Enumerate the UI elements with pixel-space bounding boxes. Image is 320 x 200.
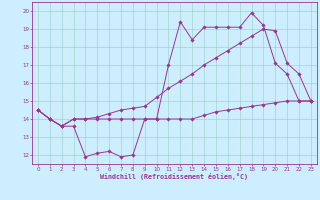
X-axis label: Windchill (Refroidissement éolien,°C): Windchill (Refroidissement éolien,°C) bbox=[100, 173, 248, 180]
